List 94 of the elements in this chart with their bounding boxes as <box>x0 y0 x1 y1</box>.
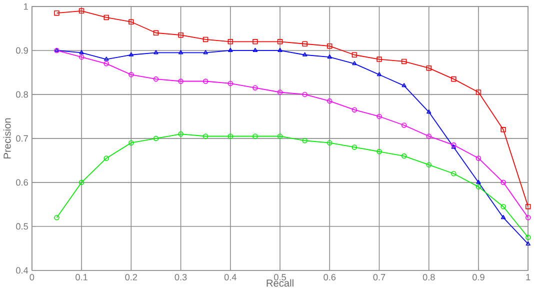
x-tick-label: 0.6 <box>324 274 336 280</box>
point <box>500 127 506 132</box>
point <box>128 72 134 78</box>
point <box>376 148 382 154</box>
point <box>202 36 208 42</box>
point <box>426 134 432 139</box>
point <box>500 204 506 210</box>
point <box>500 180 506 186</box>
point <box>78 8 84 14</box>
point <box>302 92 308 98</box>
point <box>327 54 332 59</box>
y-tick-label: 0.9 <box>16 47 28 54</box>
point <box>252 48 258 52</box>
x-tick-label: 1 <box>526 274 530 280</box>
point <box>252 134 258 139</box>
point <box>178 32 184 38</box>
x-tick-label: 0 <box>30 274 34 280</box>
point <box>178 50 184 54</box>
point <box>104 156 109 161</box>
point <box>278 48 282 52</box>
point <box>476 156 482 161</box>
x-tick-label: 0.2 <box>125 274 138 280</box>
point <box>228 134 234 139</box>
x-tick-label: 0.7 <box>373 274 386 280</box>
point <box>302 52 308 56</box>
point <box>202 134 208 139</box>
y-tick-label: 0.7 <box>16 135 28 142</box>
y-tick-label: 0.4 <box>16 267 28 274</box>
point <box>401 153 407 159</box>
point <box>79 50 84 54</box>
x-tick-label: 0.1 <box>76 274 88 280</box>
point <box>128 19 134 24</box>
y-tick-label: 1 <box>24 3 28 10</box>
y-tick-label: 0.6 <box>16 179 28 186</box>
point <box>178 78 184 84</box>
point <box>327 98 332 104</box>
x-tick-label: 0.8 <box>422 274 435 280</box>
point <box>104 56 109 61</box>
point <box>352 107 358 112</box>
point <box>128 52 134 56</box>
point <box>376 56 382 62</box>
point <box>78 54 84 60</box>
point <box>302 138 308 144</box>
point <box>228 80 234 86</box>
point <box>153 30 159 36</box>
point <box>401 122 407 128</box>
point <box>327 43 332 49</box>
point <box>153 76 159 82</box>
point <box>525 204 531 210</box>
point <box>402 83 406 88</box>
x-tick-label: 0.3 <box>174 274 187 280</box>
point <box>228 48 233 52</box>
point <box>426 65 432 71</box>
point <box>352 52 358 58</box>
point <box>327 140 332 146</box>
x-tick-label: 0.4 <box>224 274 236 280</box>
point <box>302 41 308 46</box>
point <box>277 39 283 44</box>
point <box>104 61 109 66</box>
point <box>128 140 134 146</box>
point <box>376 114 382 120</box>
x-tick-label: 0.9 <box>472 274 484 280</box>
point <box>451 76 456 82</box>
point <box>104 14 109 20</box>
point <box>78 180 84 186</box>
point <box>54 10 60 16</box>
point <box>352 61 357 66</box>
point <box>500 214 506 220</box>
point <box>352 144 358 150</box>
point <box>277 90 283 95</box>
point <box>476 90 482 95</box>
point <box>178 131 184 137</box>
point <box>228 39 234 44</box>
point <box>154 50 158 54</box>
point <box>426 162 432 168</box>
point <box>476 184 482 190</box>
point <box>451 170 456 176</box>
point <box>451 142 456 148</box>
y-tick-label: 0.5 <box>16 223 28 230</box>
point <box>203 50 208 54</box>
point <box>401 58 407 64</box>
point <box>277 134 283 139</box>
x-axis-title: Recall <box>266 279 294 287</box>
point <box>376 72 382 76</box>
point <box>476 180 481 184</box>
point <box>252 85 258 90</box>
point <box>153 136 159 142</box>
point <box>202 78 208 84</box>
point <box>451 144 456 149</box>
point <box>426 109 432 114</box>
y-tick-label: 0.8 <box>16 91 28 98</box>
x-tick-label: 0.5 <box>274 274 286 280</box>
point <box>252 39 258 44</box>
y-axis-title: Precision <box>3 118 11 158</box>
